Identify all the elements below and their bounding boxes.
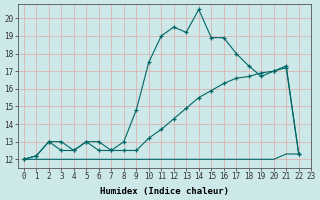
X-axis label: Humidex (Indice chaleur): Humidex (Indice chaleur) [100, 187, 229, 196]
